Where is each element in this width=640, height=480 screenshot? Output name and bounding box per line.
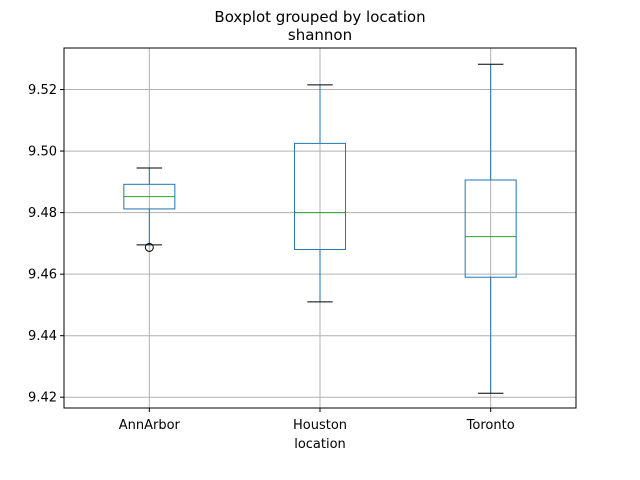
x-tick-label: AnnArbor [119, 418, 181, 433]
outlier-point [144, 242, 154, 252]
box-Houston [294, 84, 346, 303]
box-AnnArbor [123, 167, 176, 252]
y-axis-ticks: 9.42 9.44 9.46 9.48 9.50 9.52 [28, 83, 64, 406]
x-axis-label: location [294, 437, 346, 452]
y-tick-label: 9.52 [28, 83, 57, 98]
box-Toronto [464, 63, 517, 394]
y-tick-label: 9.44 [28, 329, 57, 344]
y-tick-label: 9.48 [28, 206, 57, 221]
iqr-box [464, 179, 517, 278]
y-tick-label: 9.50 [28, 145, 57, 160]
x-axis-ticks: AnnArbor Houston Toronto [119, 408, 515, 433]
boxes-group [123, 63, 517, 394]
y-tick-label: 9.46 [28, 268, 57, 283]
x-tick-label: Houston [293, 418, 347, 433]
chart-subtitle: shannon [288, 26, 352, 44]
iqr-box [294, 142, 346, 251]
y-tick-label: 9.42 [28, 391, 57, 406]
x-tick-label: Toronto [466, 418, 515, 433]
chart-title: Boxplot grouped by location [214, 8, 425, 26]
